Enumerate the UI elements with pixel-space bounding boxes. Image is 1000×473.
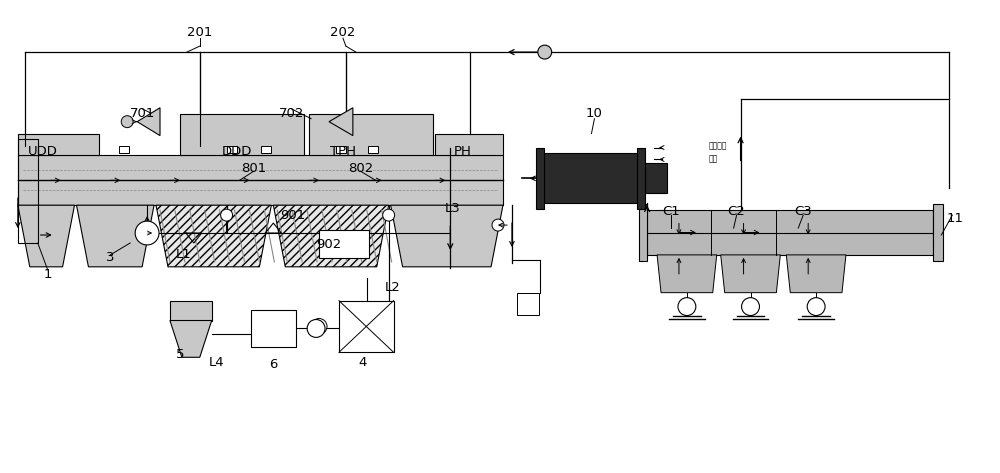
- Circle shape: [221, 209, 233, 221]
- Polygon shape: [657, 255, 717, 293]
- Bar: [647, 210, 933, 255]
- Circle shape: [538, 45, 552, 59]
- Text: 11: 11: [947, 211, 964, 225]
- Text: 901: 901: [281, 209, 306, 222]
- Bar: [18, 133, 99, 156]
- Circle shape: [742, 298, 759, 315]
- Text: L1: L1: [176, 248, 192, 262]
- Text: L4: L4: [209, 356, 224, 369]
- Text: L2: L2: [385, 281, 401, 294]
- Bar: [368, 146, 378, 154]
- Polygon shape: [721, 255, 780, 293]
- Text: 802: 802: [348, 162, 373, 175]
- Polygon shape: [329, 108, 353, 136]
- Bar: [637, 148, 645, 209]
- Bar: [180, 114, 304, 156]
- Text: 3: 3: [106, 251, 115, 264]
- Text: C3: C3: [794, 205, 812, 218]
- Bar: [227, 146, 237, 154]
- Text: 10: 10: [586, 107, 603, 120]
- Text: 902: 902: [316, 238, 342, 252]
- Text: 701: 701: [129, 107, 155, 120]
- Text: 5: 5: [176, 348, 184, 361]
- Circle shape: [678, 298, 696, 315]
- Bar: [18, 139, 38, 243]
- Bar: [517, 293, 539, 315]
- Bar: [251, 309, 296, 347]
- Bar: [639, 204, 647, 261]
- Polygon shape: [137, 108, 160, 136]
- Text: 202: 202: [330, 26, 356, 39]
- Circle shape: [807, 298, 825, 315]
- Polygon shape: [18, 205, 75, 267]
- Polygon shape: [786, 255, 846, 293]
- Bar: [309, 114, 433, 156]
- Polygon shape: [170, 321, 212, 357]
- Bar: [336, 146, 346, 154]
- Text: 煤气: 煤气: [709, 154, 718, 163]
- Text: C2: C2: [728, 205, 745, 218]
- Bar: [339, 301, 394, 352]
- Text: 801: 801: [241, 162, 266, 175]
- Text: C1: C1: [662, 205, 680, 218]
- Text: 6: 6: [269, 358, 278, 371]
- Bar: [119, 146, 129, 154]
- Bar: [435, 133, 503, 156]
- Bar: [536, 148, 544, 209]
- Text: 201: 201: [187, 26, 212, 39]
- Circle shape: [307, 319, 325, 337]
- Text: 4: 4: [359, 356, 367, 369]
- Bar: [542, 154, 639, 203]
- Text: 热废空气: 热废空气: [709, 141, 727, 150]
- Circle shape: [121, 116, 133, 128]
- Text: TPH: TPH: [330, 145, 356, 158]
- Polygon shape: [391, 205, 503, 267]
- Text: L3: L3: [444, 201, 460, 215]
- Bar: [18, 156, 503, 205]
- Bar: [645, 164, 667, 193]
- Text: 702: 702: [279, 107, 304, 120]
- Circle shape: [383, 209, 395, 221]
- Bar: [319, 230, 369, 258]
- Polygon shape: [77, 205, 154, 267]
- Text: PH: PH: [453, 145, 471, 158]
- Polygon shape: [156, 205, 271, 267]
- Circle shape: [492, 219, 504, 231]
- Circle shape: [311, 318, 327, 334]
- Circle shape: [135, 221, 159, 245]
- Polygon shape: [273, 205, 389, 267]
- Text: UDD: UDD: [28, 145, 58, 158]
- Bar: [170, 301, 212, 321]
- Bar: [933, 204, 943, 261]
- Text: 1: 1: [43, 268, 52, 281]
- Bar: [261, 146, 271, 154]
- Text: DDD: DDD: [221, 145, 252, 158]
